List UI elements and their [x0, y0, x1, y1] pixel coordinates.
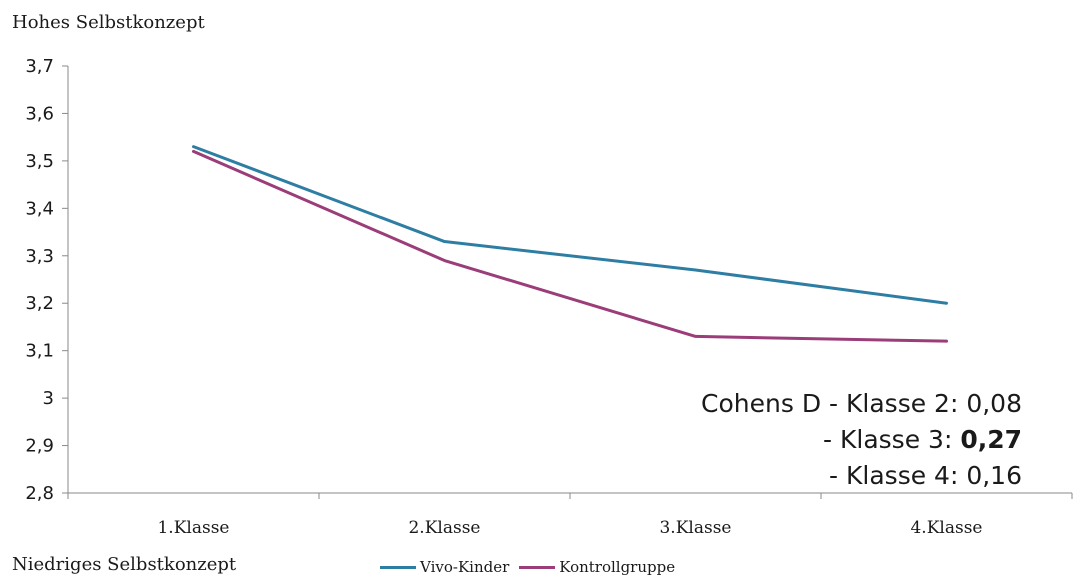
series-line-vivo-kinder: [192, 145, 948, 305]
y-tick-label: 3,5: [25, 151, 54, 172]
cohens-line-1-label: Cohens D - Klasse 2:: [701, 389, 967, 418]
series-lines: [192, 145, 948, 343]
top-axis-note: Hohes Selbstkonzept: [12, 12, 205, 33]
legend-label-vivo: Vivo-Kinder: [420, 558, 510, 576]
y-tick-label: 2,8: [25, 483, 54, 504]
x-axis-ticks: 1.Klasse 2.Klasse 3.Klasse 4.Klasse: [67, 493, 1073, 538]
y-tick-label: 3,4: [25, 198, 54, 219]
x-tick-label: 3.Klasse: [659, 518, 731, 538]
y-tick-label: 3,7: [25, 56, 54, 77]
bottom-axis-note: Niedriges Selbstkonzept: [12, 554, 237, 575]
y-tick-label: 2,9: [25, 436, 54, 457]
y-tick-label: 3,3: [25, 246, 54, 267]
cohens-line-2-label: - Klasse 3:: [823, 425, 961, 454]
cohens-line-2-value: 0,27: [960, 425, 1022, 454]
legend-swatch-vivo: [380, 565, 416, 569]
x-tick-label: 4.Klasse: [910, 518, 982, 538]
y-tick-label: 3,6: [25, 103, 54, 124]
series-line-kontrollgruppe: [192, 149, 948, 343]
cohens-line-2: - Klasse 3: 0,27: [701, 422, 1022, 458]
x-tick-label: 1.Klasse: [157, 518, 229, 538]
cohens-line-3: - Klasse 4: 0,16: [701, 458, 1022, 494]
cohens-line-3-label: - Klasse 4:: [829, 461, 967, 490]
y-tick-label: 3,2: [25, 293, 54, 314]
chart-legend: Vivo-Kinder Kontrollgruppe: [380, 558, 675, 576]
y-axis-ticks: 3,7 3,6 3,5 3,4 3,3 3,2 3,1 3 2,9 2,8: [25, 56, 68, 504]
cohens-line-3-value: 0,16: [966, 461, 1022, 490]
legend-swatch-kontroll: [519, 565, 556, 569]
cohens-line-1-value: 0,08: [966, 389, 1022, 418]
y-tick-label: 3,1: [25, 341, 54, 362]
cohens-d-annotation: Cohens D - Klasse 2: 0,08 - Klasse 3: 0,…: [701, 386, 1022, 494]
y-tick-label: 3: [43, 388, 54, 409]
legend-item-kontroll: Kontrollgruppe: [519, 558, 675, 576]
cohens-line-1: Cohens D - Klasse 2: 0,08: [701, 386, 1022, 422]
legend-item-vivo: Vivo-Kinder: [380, 558, 509, 576]
legend-label-kontroll: Kontrollgruppe: [559, 558, 676, 576]
x-tick-label: 2.Klasse: [408, 518, 480, 538]
